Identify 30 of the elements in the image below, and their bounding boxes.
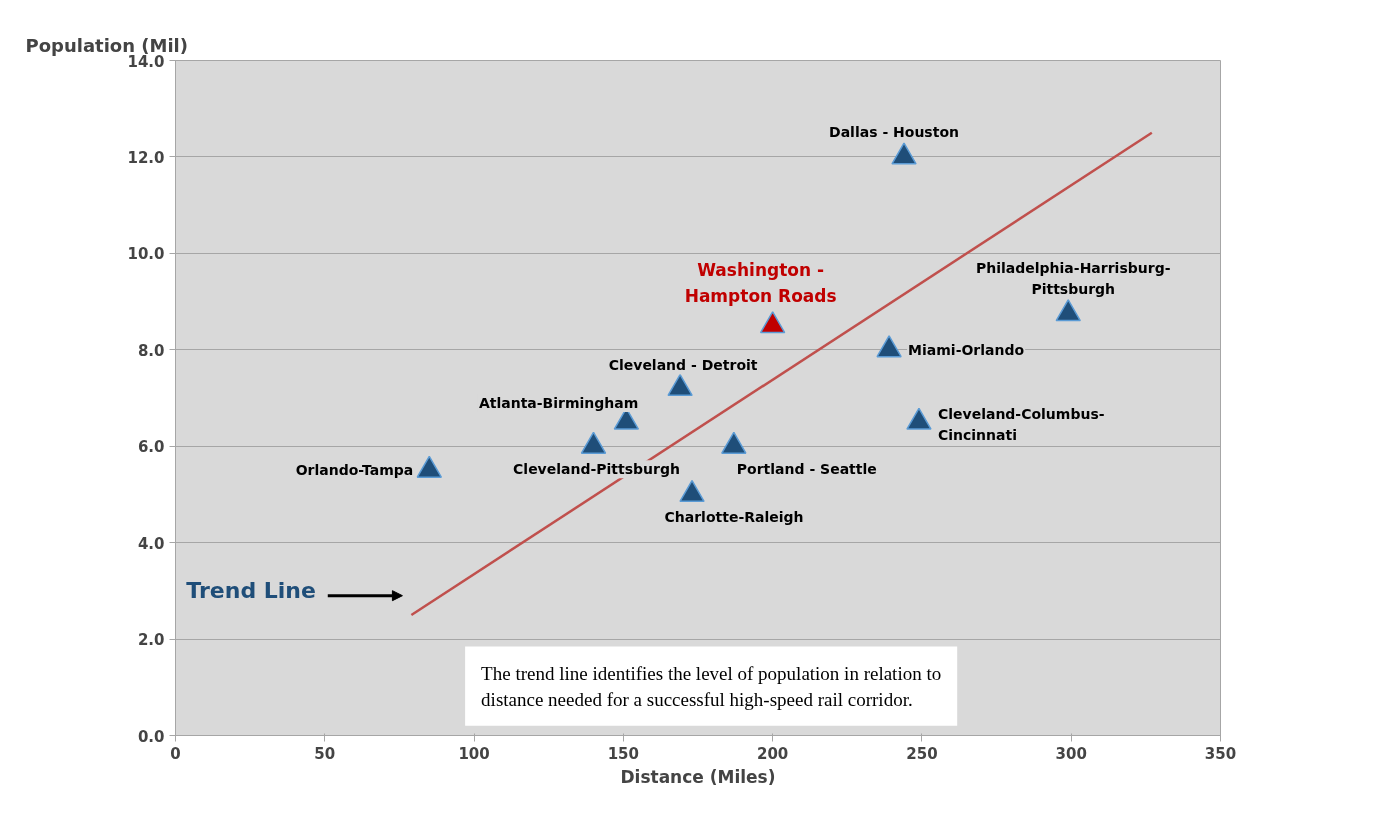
annotation: Miami-Orlando	[908, 341, 1025, 358]
y-tick-label: 2.0	[137, 631, 165, 650]
annotation: Cleveland - Detroit	[608, 357, 758, 374]
annotation: Charlotte-Raleigh	[664, 509, 804, 526]
annotation: The trend line identifies the level of population in relation to distance needed for a successful high-speed rail corridor.	[481, 662, 942, 710]
x-tick-label: 150	[607, 744, 640, 763]
y-tick-label: 0.0	[137, 727, 165, 746]
annotation: Dallas - Houston	[829, 123, 959, 140]
annotation: Portland - Seattle	[736, 461, 877, 478]
text: Trend Line	[186, 577, 316, 603]
x-tick-label: 100	[458, 744, 490, 763]
annotation: Cleveland-Columbus- Cincinnati	[937, 405, 1105, 443]
x-tick-label: 50	[314, 744, 336, 763]
y-tick-label: 10.0	[127, 245, 165, 264]
x-axis-title: Distance (Miles)	[620, 766, 776, 787]
annotation: Atlanta-Birmingham	[478, 395, 639, 412]
x-tick-label: 300	[1055, 744, 1087, 763]
series-label: Washington - Hampton Roads	[684, 259, 837, 306]
annotation: Philadelphia-Harrisburg- Pittsburgh	[976, 259, 1171, 297]
y-tick-label: 4.0	[137, 534, 165, 553]
annotation: Orlando-Tampa	[295, 462, 414, 479]
y-tick-label: 8.0	[137, 341, 165, 360]
annotation: Cleveland-Pittsburgh	[513, 461, 680, 478]
x-tick-label: 250	[906, 744, 938, 763]
y-tick-label: 6.0	[137, 438, 165, 457]
y-tick-label: 12.0	[127, 148, 165, 167]
x-tick-label: 350	[1204, 744, 1237, 763]
x-tick-label: 200	[756, 744, 789, 763]
y-axis-title: Population (Mil)	[25, 34, 189, 56]
x-tick-label: 0	[170, 744, 181, 763]
